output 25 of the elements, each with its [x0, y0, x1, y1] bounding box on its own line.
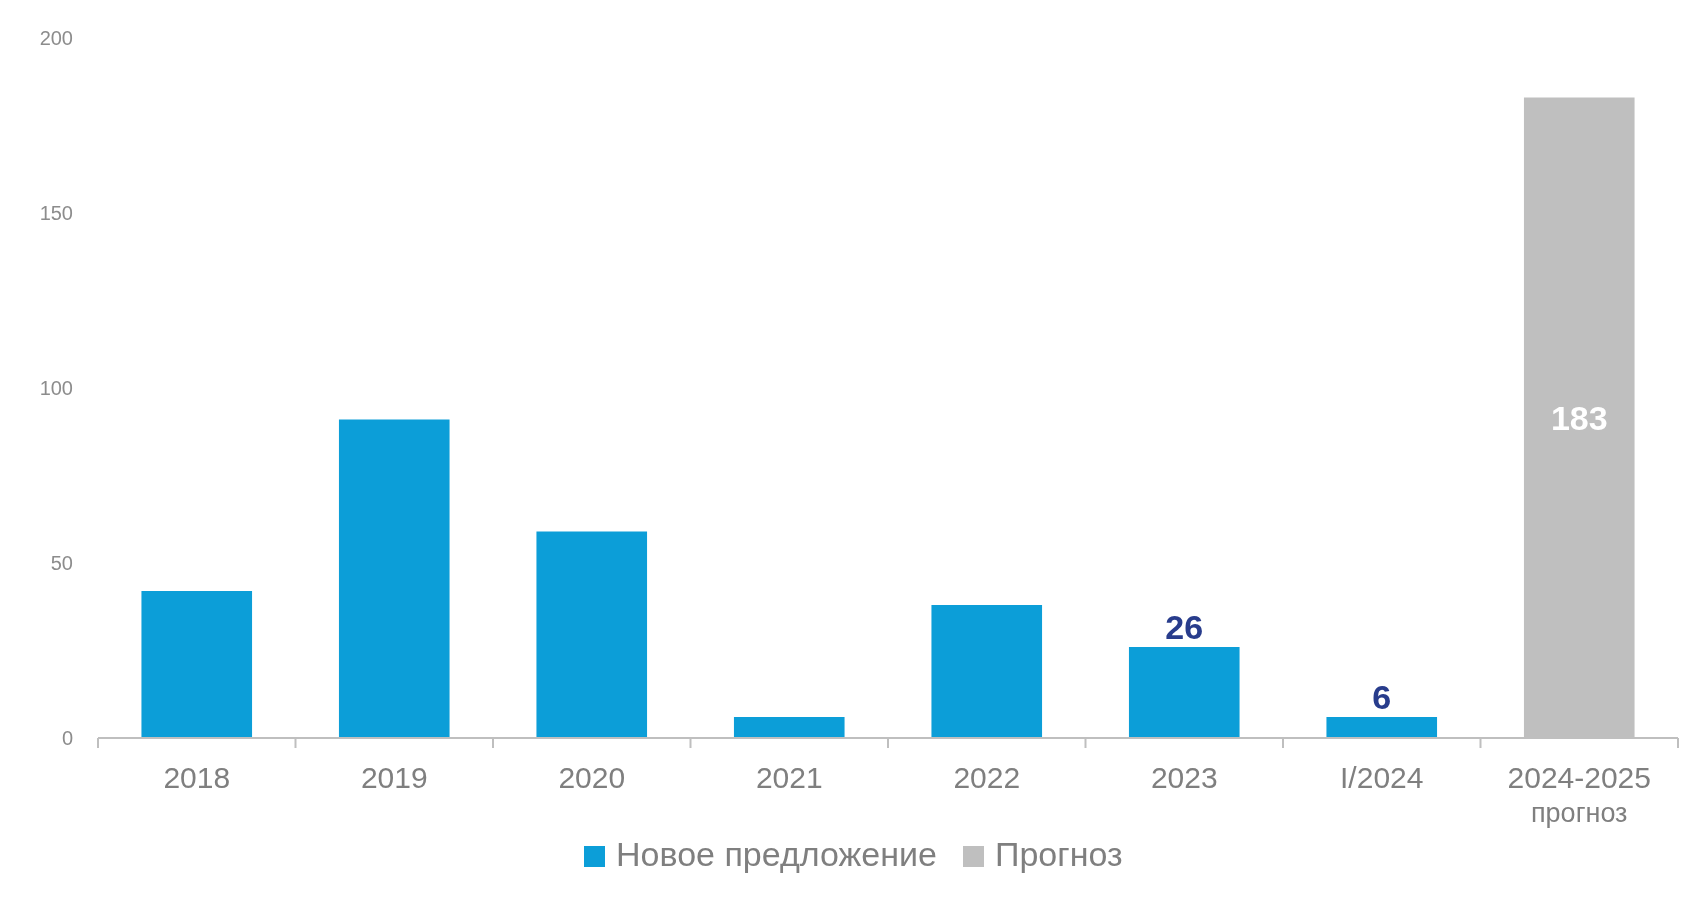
bar [931, 605, 1043, 738]
legend-label: Новое предложение [616, 835, 937, 873]
x-tick-label: 2018 [163, 761, 231, 794]
y-tick-label: 0 [61, 727, 73, 749]
y-tick-label: 50 [50, 552, 73, 574]
x-tick-label: I/2024 [1340, 761, 1424, 794]
x-tick-label: 2020 [558, 761, 626, 794]
bar [536, 531, 648, 738]
bar [338, 419, 450, 738]
x-tick-label: 2019 [360, 761, 428, 794]
data-label: 6 [1372, 678, 1392, 716]
data-label: 183 [1550, 398, 1608, 437]
x-tick-label: 2023 [1150, 761, 1218, 794]
y-tick-label: 200 [39, 27, 73, 49]
bar [141, 591, 253, 738]
x-tick-label: 2021 [755, 761, 823, 794]
y-tick-label: 150 [39, 202, 73, 224]
legend-label: Прогноз [995, 835, 1123, 873]
bar [1128, 647, 1240, 738]
y-tick-label: 100 [39, 377, 73, 399]
bar [733, 717, 845, 738]
bar [1326, 717, 1438, 738]
data-label: 26 [1165, 608, 1204, 646]
x-tick-label: 2022 [953, 761, 1021, 794]
x-tick-label: 2024-2025 прогноз [1507, 761, 1651, 828]
